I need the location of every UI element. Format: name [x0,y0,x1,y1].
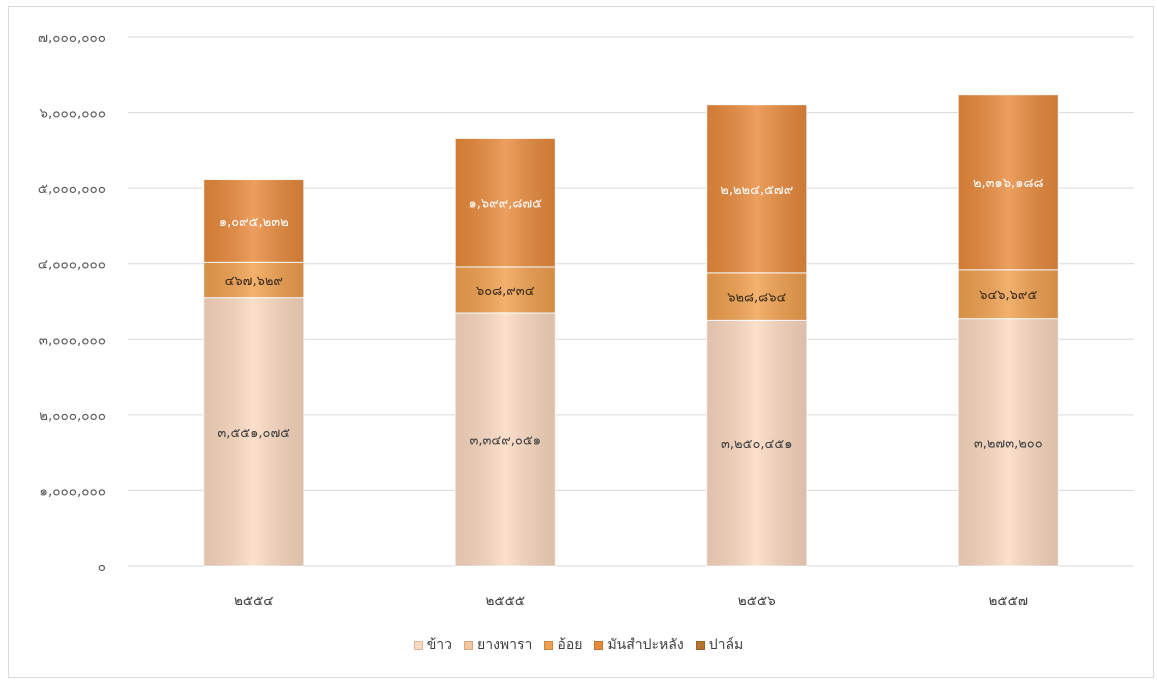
data-label: ๖๔๖,๖๙๕ [979,288,1037,303]
data-label: ๓,๕๕๑,๐๗๕ [217,426,290,441]
legend-label: อ้อย [557,637,583,653]
legend-label: ยางพารา [477,637,533,653]
x-axis-category-labels: ๒๕๕๔ ๒๕๕๕ ๒๕๕๖ ๒๕๕๗ [234,593,1028,609]
x-category-label: ๒๕๕๕ [485,593,525,609]
data-label: ๓,๒๗๓,๒๐๐ [974,436,1043,451]
legend-swatch [464,640,474,650]
y-tick-label: ๐ [98,559,106,575]
bar-segment-shading [455,266,556,313]
bar-segment-shading [958,318,1059,566]
legend-item: ยางพารา [464,634,532,656]
legend-swatch [695,640,705,650]
y-tick-label: ๒,๐๐๐,๐๐๐ [39,408,106,424]
bar-segment-shading [958,269,1059,319]
data-label: ๓,๓๔๙,๐๕๑ [470,433,541,448]
bar-segment-shading [706,104,807,273]
data-label: ๑,๖๙๙,๘๗๕ [469,197,543,212]
data-label: ๒,๓๑๖,๑๘๘ [973,176,1044,191]
bar-segment-shading [706,272,807,321]
legend-swatch [594,640,604,650]
legend-label: มันสำปะหลัง [607,637,684,653]
data-label: ๖๐๘,๙๓๔ [476,284,535,299]
data-label: ๑,๐๙๕,๒๓๒ [219,215,289,230]
legend-item: อ้อย [544,634,582,656]
y-tick-label: ๕,๐๐๐,๐๐๐ [38,181,106,197]
bar-segment-shading [706,320,807,566]
y-tick-label: ๓,๐๐๐,๐๐๐ [39,332,106,348]
legend-swatch [413,640,423,650]
bar-segment-shading [455,312,556,566]
data-label: ๒,๒๒๔,๕๗๙ [720,183,793,198]
x-category-label: ๒๕๕๗ [989,593,1029,609]
y-tick-label: ๗,๐๐๐,๐๐๐ [38,30,106,46]
data-label: ๖๒๘,๘๖๔ [727,291,786,306]
data-label: ๔๖๗,๖๒๙ [225,274,283,289]
legend-swatch [544,640,554,650]
bar-segment-shading [203,297,304,566]
y-tick-label: ๑,๐๐๐,๐๐๐ [39,483,106,499]
bar-segment-shading [203,262,304,298]
data-label: ๓,๒๕๐,๔๕๑ [721,437,792,452]
legend-item: มันสำปะหลัง [594,634,684,656]
legend-item: ปาล์ม [695,634,744,656]
legend-label: ปาล์ม [708,637,744,653]
bar-segment-shading [455,138,556,267]
legend: ข้าว ยางพารา อ้อย มันสำปะหลัง ปาล์ม [0,634,1157,656]
y-tick-label: ๔,๐๐๐,๐๐๐ [38,257,106,273]
x-category-label: ๒๕๕๖ [738,593,776,609]
y-axis-tick-labels: ๐ ๑,๐๐๐,๐๐๐ ๒,๐๐๐,๐๐๐ ๓,๐๐๐,๐๐๐ ๔,๐๐๐,๐๐๐ ๕,๐… [38,30,106,575]
bar-segment-shading [958,94,1059,270]
x-category-label: ๒๕๕๔ [234,593,274,609]
bar-segment-shading [203,179,304,263]
legend-label: ข้าว [426,637,453,653]
bars [203,94,1059,567]
legend-item: ข้าว [413,634,453,656]
y-tick-label: ๖,๐๐๐,๐๐๐ [39,106,106,122]
